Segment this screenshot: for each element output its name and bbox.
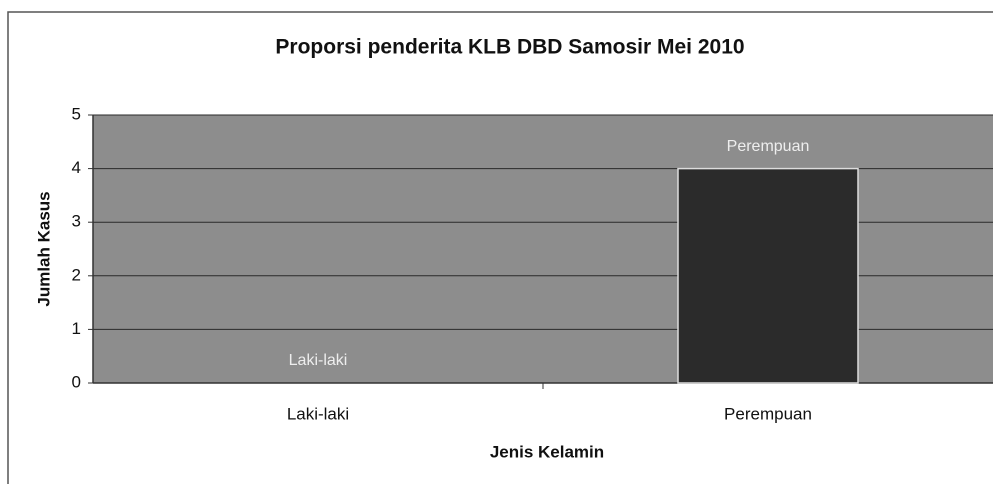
y-tick-label: 4 [72, 158, 81, 177]
x-axis-label: Jenis Kelamin [490, 442, 604, 461]
y-tick-label: 5 [72, 104, 81, 123]
y-tick-label: 1 [72, 319, 81, 338]
bar [677, 167, 859, 384]
chart-title: Proporsi penderita KLB DBD Samosir Mei 2… [275, 36, 744, 59]
data-label: Perempuan [727, 138, 810, 155]
y-axis-label: Jumlah Kasus [34, 191, 53, 306]
y-tick-label: 2 [72, 265, 81, 284]
data-label: Laki-laki [289, 352, 348, 369]
x-tick-label: Laki-laki [287, 404, 349, 423]
x-tick-label: Perempuan [724, 404, 812, 423]
y-tick-label: 3 [72, 212, 81, 231]
y-tick-label: 0 [72, 372, 81, 391]
